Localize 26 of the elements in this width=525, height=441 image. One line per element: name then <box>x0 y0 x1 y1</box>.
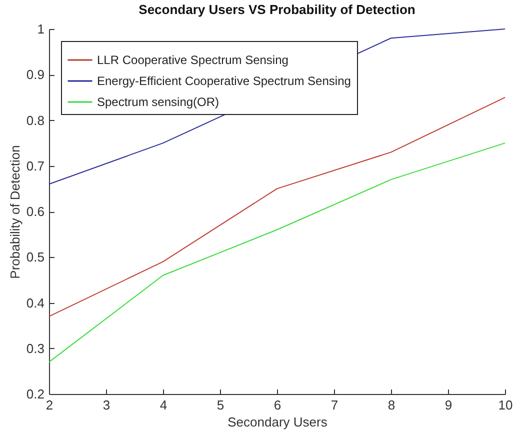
y-tick-label: 0.5 <box>26 250 44 265</box>
x-tick-label: 6 <box>274 398 282 412</box>
y-tick-label: 0.3 <box>26 340 44 356</box>
x-tick-label: 3 <box>102 398 110 412</box>
y-tick-label: 0.4 <box>26 295 44 310</box>
x-tick-label: 10 <box>498 398 513 412</box>
legend-label: Energy-Efficient Cooperative Spectrum Sensing <box>97 74 351 88</box>
y-tick-label: 1 <box>37 22 44 36</box>
x-tick-label: 7 <box>330 398 338 412</box>
legend-label: LLR Cooperative Spectrum Sensing <box>97 53 288 67</box>
line-series <box>48 142 506 363</box>
chart-title: Secondary Users VS Probability of Detection <box>138 2 416 17</box>
y-tick-label: 0.2 <box>26 386 44 402</box>
y-tick-label: 0.9 <box>26 67 44 82</box>
x-tick-label: 8 <box>388 398 396 412</box>
line-series <box>48 96 506 317</box>
x-axis-title: Secondary Users <box>228 414 328 430</box>
y-tick-label: 0.6 <box>26 204 44 219</box>
legend-label: Spectrum sensing(OR) <box>97 95 220 109</box>
y-axis-title: Probability of Detection <box>7 145 22 279</box>
x-tick-label: 2 <box>46 398 54 412</box>
x-tick-label: 9 <box>444 398 452 412</box>
x-tick-label: 5 <box>216 398 224 412</box>
y-tick-label: 0.8 <box>26 112 44 128</box>
y-tick-label: 0.7 <box>26 158 44 174</box>
x-tick-label: 4 <box>160 398 168 412</box>
